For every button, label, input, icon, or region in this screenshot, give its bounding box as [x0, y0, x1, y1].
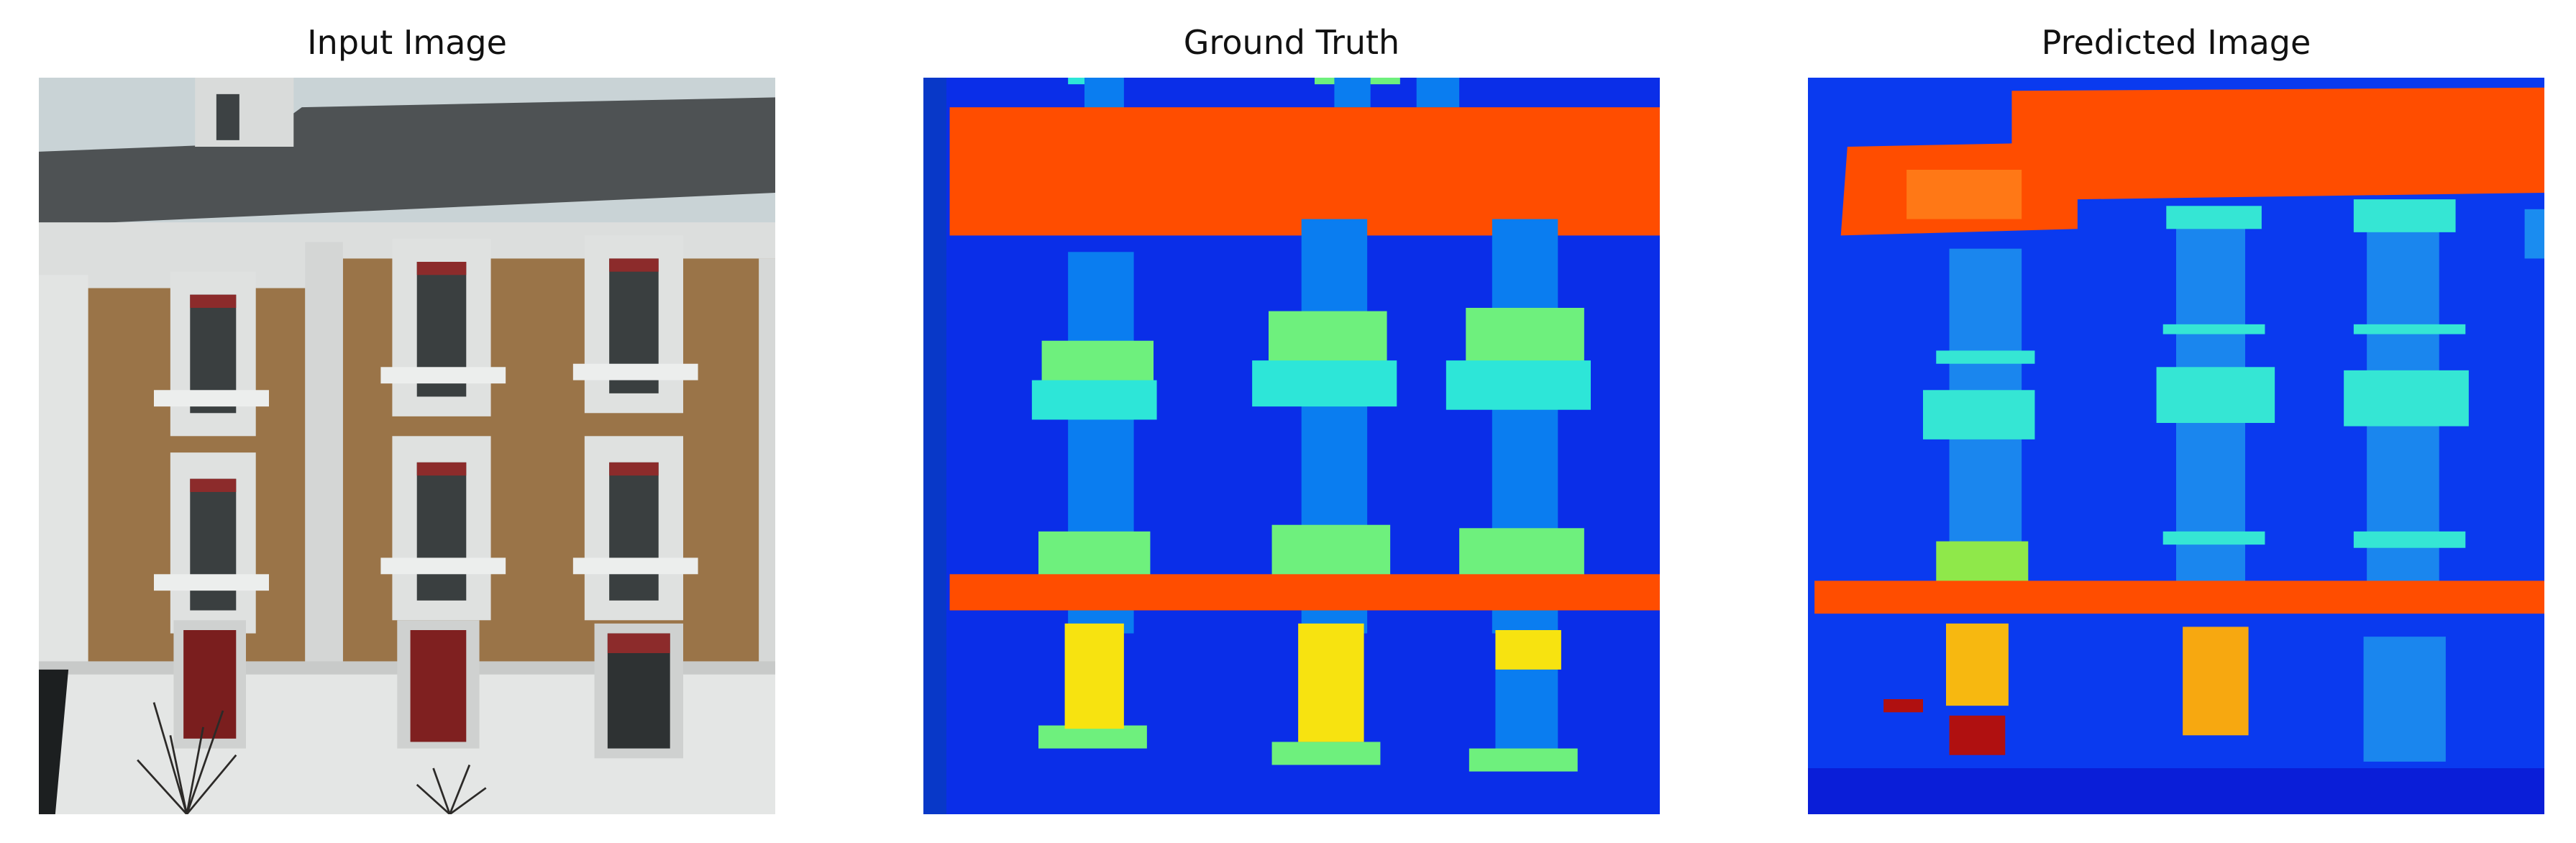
input-image-panel: Input Image: [39, 0, 775, 843]
predicted-image-panel: Predicted Image: [1808, 0, 2544, 843]
ground-truth-panel: Ground Truth: [923, 0, 1660, 843]
predicted-image-title: Predicted Image: [2041, 23, 2311, 62]
input-image-title: Input Image: [307, 23, 507, 62]
ground-truth-title: Ground Truth: [1183, 23, 1400, 62]
predicted-image: [1808, 78, 2544, 814]
input-image: [39, 78, 775, 814]
ground-truth-image: [923, 78, 1660, 814]
